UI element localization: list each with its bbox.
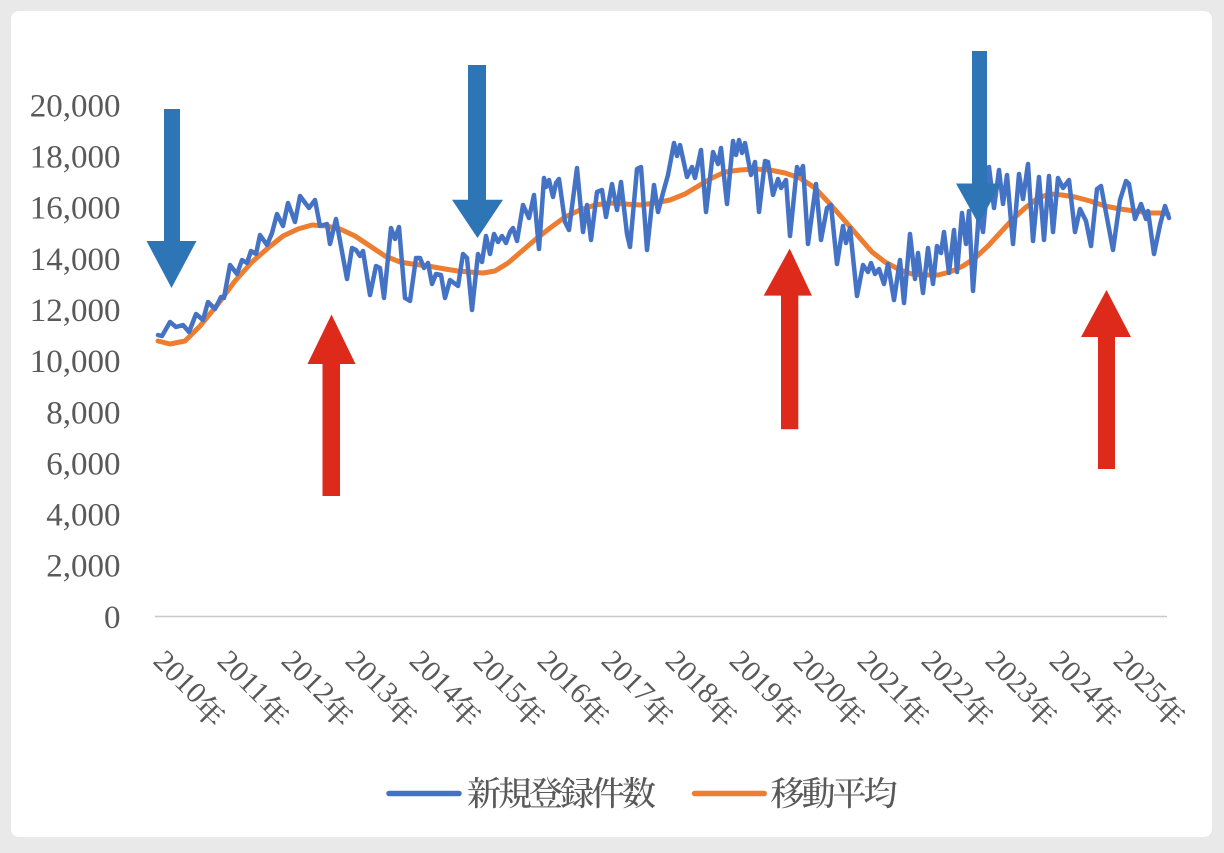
svg-text:4,000: 4,000	[46, 498, 120, 534]
svg-text:12,000: 12,000	[30, 293, 121, 329]
svg-text:0: 0	[104, 600, 121, 636]
svg-text:10,000: 10,000	[30, 344, 121, 380]
svg-text:6,000: 6,000	[46, 446, 120, 482]
svg-text:16,000: 16,000	[30, 191, 121, 227]
svg-text:18,000: 18,000	[30, 140, 121, 176]
svg-text:14,000: 14,000	[30, 242, 121, 278]
svg-text:2,000: 2,000	[46, 549, 120, 585]
svg-text:8,000: 8,000	[46, 395, 120, 431]
svg-text:20,000: 20,000	[30, 88, 121, 124]
